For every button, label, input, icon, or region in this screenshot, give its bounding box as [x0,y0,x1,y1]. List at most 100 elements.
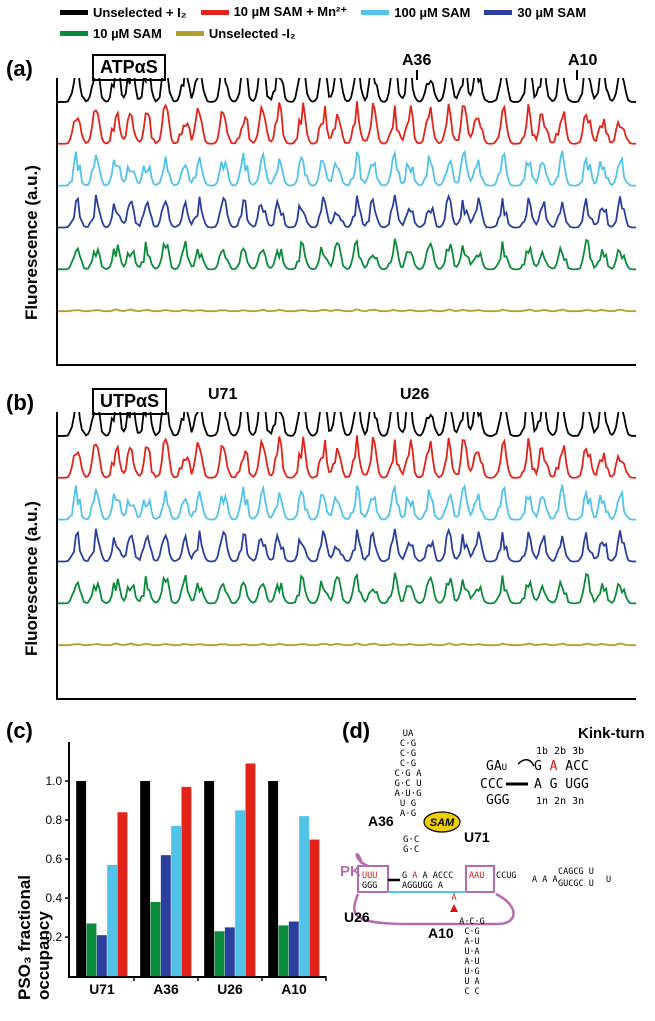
a10-label: A10 [428,925,454,941]
trace-line [58,309,636,311]
peak-label: A10 [568,52,597,70]
legend-label: 100 µM SAM [394,5,470,20]
bar [299,816,309,976]
seq-text: U·G [464,967,479,977]
legend-item: 10 µM SAM + Mn²⁺ [201,4,348,20]
bar [289,922,299,977]
kink-seq: G A ACC [534,759,589,774]
bar [97,935,107,976]
legend-label: Unselected -I₂ [209,26,296,41]
tick-mark [576,70,578,80]
a36-label: A36 [368,813,394,829]
panel-a-label: (a) [6,56,33,82]
bar [309,840,319,977]
legend-item: 10 µM SAM [60,26,162,41]
seq-text: A·U [464,957,479,967]
kink-seq: GGG [486,793,510,808]
arrow-icon [450,904,458,912]
legend-swatch [176,31,204,36]
panel-a-ylabel: Fluorescence (a.u.) [22,165,42,320]
tick-mark [416,70,418,80]
bar [245,763,255,976]
panel-b-ylabel: Fluorescence (a.u.) [22,501,42,656]
trace-line [58,78,636,102]
seq-text: A·U·G [394,789,421,799]
seq-text: U [606,875,611,885]
u71-label: U71 [464,829,490,845]
legend-label: 10 µM SAM [93,26,162,41]
bar [215,931,225,976]
kink-seq: CCC [480,777,503,792]
panel-b-title: UTPαS [92,388,167,415]
legend-item: 30 µM SAM [484,4,586,20]
seq-text: G·C [403,835,419,845]
trace-line [58,151,636,186]
panel-a-title: ATPαS [92,54,166,81]
category-label: A36 [153,981,179,997]
legend-swatch [484,10,512,15]
seq-text: G A A ACCC [402,871,453,881]
legend-swatch [361,10,389,15]
panel-b-chart [56,412,636,700]
category-label: U71 [89,981,115,997]
trace-line [58,195,636,228]
bar [225,927,235,976]
seq-text: A·U [464,937,479,947]
trace-line [58,529,636,562]
legend-swatch [201,10,229,15]
seq-text: CAGCG U [558,867,594,877]
seq-text: G·C [403,845,419,855]
seq-text: A·C·G [459,917,485,927]
peak-label: A36 [402,52,431,70]
seq-text: A [451,893,456,903]
trace-line [58,101,636,143]
trace-line [58,573,636,604]
ytick-label: 0.4 [46,891,63,905]
seq-text: C·G [400,759,416,769]
seq-text: GGG [362,881,377,891]
legend-item: Unselected + I₂ [60,4,187,20]
ytick-label: 0.6 [46,852,63,866]
seq-text: U·A [464,947,479,957]
legend: Unselected + I₂ 10 µM SAM + Mn²⁺ 100 µM … [60,4,645,41]
ytick-label: 1.0 [46,774,63,788]
seq-text: C·G [400,749,416,759]
legend-label: 10 µM SAM + Mn²⁺ [234,4,348,20]
legend-label: 30 µM SAM [517,5,586,20]
panel-d-diagram: Kink-turn 1b 2b 3b GAU G A ACC CCC A G U… [348,724,648,1014]
bar [161,855,171,976]
bar [151,902,161,976]
legend-swatch [60,31,88,36]
legend-item: 100 µM SAM [361,4,470,20]
trace-line [58,239,636,270]
trace-line [58,485,636,520]
pk-arc [354,894,513,924]
trace-line [58,412,636,436]
trace-line [58,643,636,645]
bar [181,787,191,976]
seq-text: U A [464,977,479,987]
bar [76,781,86,976]
kink-bot-nums: 1n 2n 3n [536,796,584,807]
category-label: A10 [281,981,307,997]
bar [235,810,245,976]
category-label: U26 [217,981,243,997]
seq-text: C·G A [394,769,422,779]
seq-text: C·G [400,739,416,749]
legend-swatch [60,10,88,15]
seq-text: G·C U [394,779,421,789]
panel-a-traces [58,78,636,365]
seq-text: A·G [400,809,416,819]
legend-item: Unselected -I₂ [176,26,296,41]
seq-text: C C [464,987,479,997]
bar [204,781,214,976]
seq-text: GUCGC U [558,879,594,889]
seq-text: AGGUGG A [402,881,443,891]
seq-text: U G [400,799,416,809]
bar [140,781,150,976]
arc [518,760,534,766]
ytick-label: 0.8 [46,813,63,827]
panel-c-chart: 0.20.40.60.81.0U71A36U26A10 [68,742,326,978]
bar [87,923,97,976]
panel-b-traces [58,412,636,699]
